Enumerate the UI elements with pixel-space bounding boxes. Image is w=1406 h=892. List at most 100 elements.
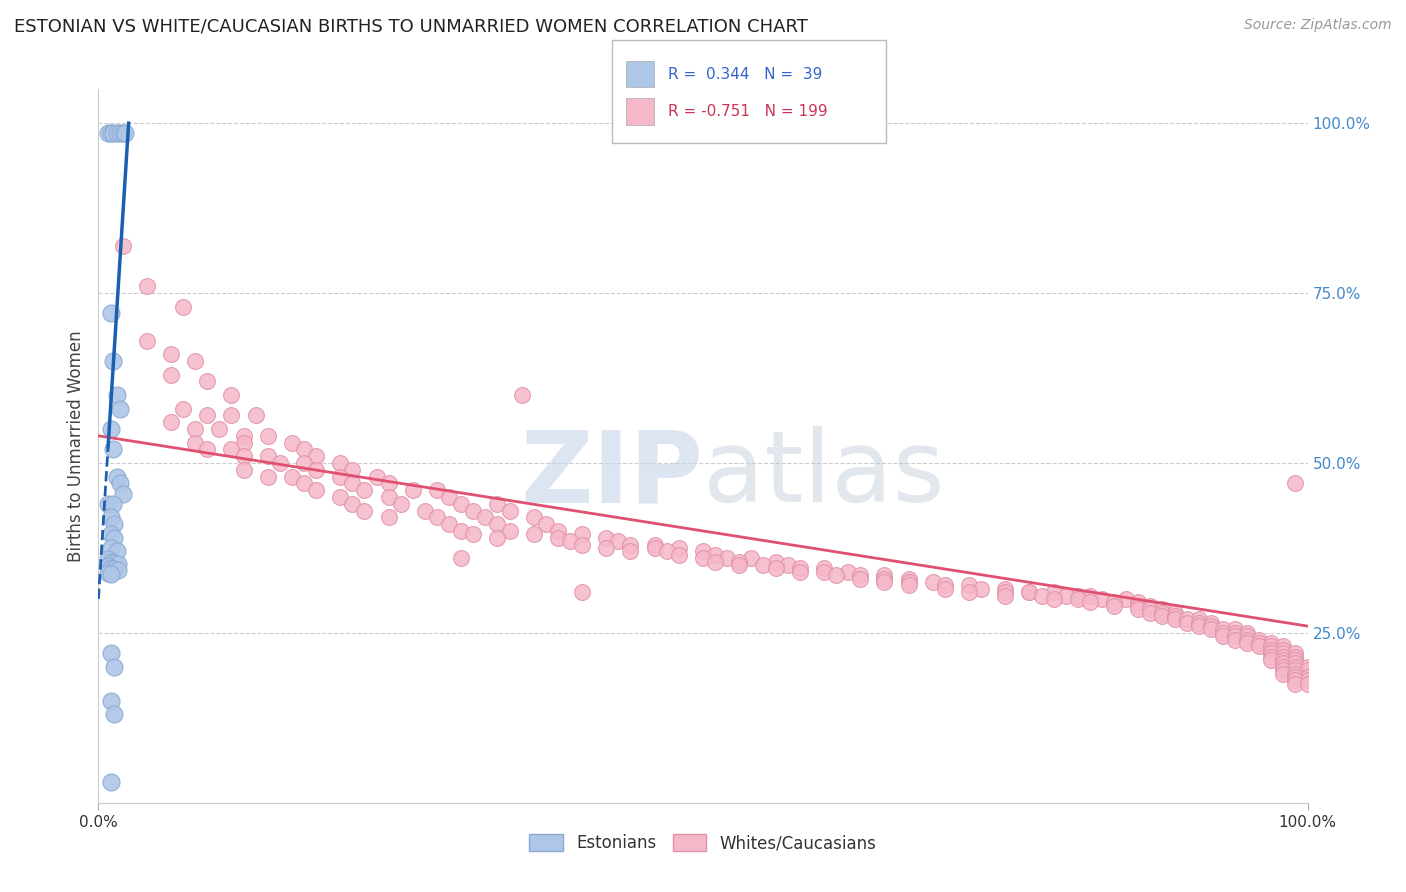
Text: R = -0.751   N = 199: R = -0.751 N = 199 bbox=[668, 104, 828, 119]
Point bbox=[1296, 673, 1319, 688]
Point bbox=[558, 534, 581, 549]
Point bbox=[595, 541, 617, 555]
Point bbox=[1260, 640, 1282, 654]
Point bbox=[1042, 585, 1064, 599]
Point bbox=[232, 449, 254, 463]
Point bbox=[1115, 591, 1137, 606]
Point bbox=[1272, 657, 1295, 671]
Point bbox=[523, 510, 546, 524]
Point bbox=[184, 435, 207, 450]
Point bbox=[486, 517, 509, 532]
Point bbox=[1175, 615, 1198, 630]
Text: atlas: atlas bbox=[703, 426, 945, 523]
Point bbox=[1102, 595, 1125, 609]
Point bbox=[105, 127, 128, 141]
Point bbox=[103, 531, 125, 545]
Point bbox=[1296, 670, 1319, 684]
Point bbox=[1236, 626, 1258, 640]
Point bbox=[1091, 591, 1114, 606]
Point bbox=[1223, 623, 1246, 637]
Point bbox=[957, 585, 980, 599]
Point bbox=[450, 551, 472, 566]
Y-axis label: Births to Unmarried Women: Births to Unmarried Women bbox=[66, 330, 84, 562]
Point bbox=[776, 558, 799, 572]
Point bbox=[342, 463, 364, 477]
Point bbox=[195, 442, 218, 457]
Point bbox=[1249, 640, 1271, 654]
Point bbox=[1260, 636, 1282, 650]
Point bbox=[1284, 673, 1306, 688]
Point bbox=[934, 582, 956, 596]
Point bbox=[873, 572, 896, 586]
Point bbox=[1102, 599, 1125, 613]
Point bbox=[595, 531, 617, 545]
Point bbox=[547, 531, 569, 545]
Point bbox=[921, 574, 943, 589]
Text: ESTONIAN VS WHITE/CAUCASIAN BIRTHS TO UNMARRIED WOMEN CORRELATION CHART: ESTONIAN VS WHITE/CAUCASIAN BIRTHS TO UN… bbox=[14, 18, 808, 36]
Point bbox=[292, 442, 315, 457]
Point bbox=[463, 503, 485, 517]
Point bbox=[101, 497, 124, 511]
Point bbox=[1236, 629, 1258, 643]
Point bbox=[232, 435, 254, 450]
Point bbox=[897, 572, 920, 586]
Point bbox=[1272, 653, 1295, 667]
Point bbox=[184, 422, 207, 436]
Point bbox=[1199, 615, 1222, 630]
Point bbox=[1152, 602, 1174, 616]
Point bbox=[1188, 612, 1211, 626]
Point bbox=[728, 555, 751, 569]
Point bbox=[765, 561, 787, 575]
Point bbox=[1139, 602, 1161, 616]
Point bbox=[108, 476, 131, 491]
Point bbox=[342, 476, 364, 491]
Point bbox=[269, 456, 291, 470]
Point bbox=[101, 442, 124, 457]
Point bbox=[111, 127, 134, 141]
Point bbox=[450, 497, 472, 511]
Point bbox=[1236, 636, 1258, 650]
Point bbox=[1163, 606, 1185, 620]
Point bbox=[172, 300, 194, 314]
Point bbox=[1236, 632, 1258, 647]
Point bbox=[934, 578, 956, 592]
Point bbox=[1296, 663, 1319, 677]
Point bbox=[486, 497, 509, 511]
Point bbox=[1139, 599, 1161, 613]
Point bbox=[619, 544, 641, 558]
Point bbox=[100, 510, 122, 524]
Point bbox=[692, 551, 714, 566]
Point bbox=[329, 456, 352, 470]
Point bbox=[97, 497, 120, 511]
Text: Source: ZipAtlas.com: Source: ZipAtlas.com bbox=[1244, 18, 1392, 32]
Point bbox=[728, 558, 751, 572]
Point bbox=[1188, 619, 1211, 633]
Point bbox=[825, 568, 848, 582]
Point bbox=[1067, 591, 1090, 606]
Point bbox=[1272, 663, 1295, 677]
Point bbox=[1199, 619, 1222, 633]
Point bbox=[1139, 606, 1161, 620]
Point bbox=[256, 449, 278, 463]
Point bbox=[377, 510, 399, 524]
Point bbox=[1284, 653, 1306, 667]
Point bbox=[1296, 677, 1319, 691]
Point bbox=[389, 497, 412, 511]
Point bbox=[100, 775, 122, 789]
Point bbox=[135, 279, 157, 293]
Point bbox=[1260, 649, 1282, 664]
Point bbox=[426, 483, 449, 498]
Point bbox=[111, 486, 134, 500]
Point bbox=[692, 544, 714, 558]
Point bbox=[571, 537, 593, 551]
Point bbox=[813, 561, 835, 575]
Point bbox=[107, 557, 129, 571]
Point bbox=[849, 572, 872, 586]
Point bbox=[607, 534, 630, 549]
Point bbox=[1031, 589, 1053, 603]
Text: ZIP: ZIP bbox=[520, 426, 703, 523]
Point bbox=[1284, 663, 1306, 677]
Point bbox=[1249, 636, 1271, 650]
Point bbox=[1212, 626, 1234, 640]
Point bbox=[994, 585, 1017, 599]
